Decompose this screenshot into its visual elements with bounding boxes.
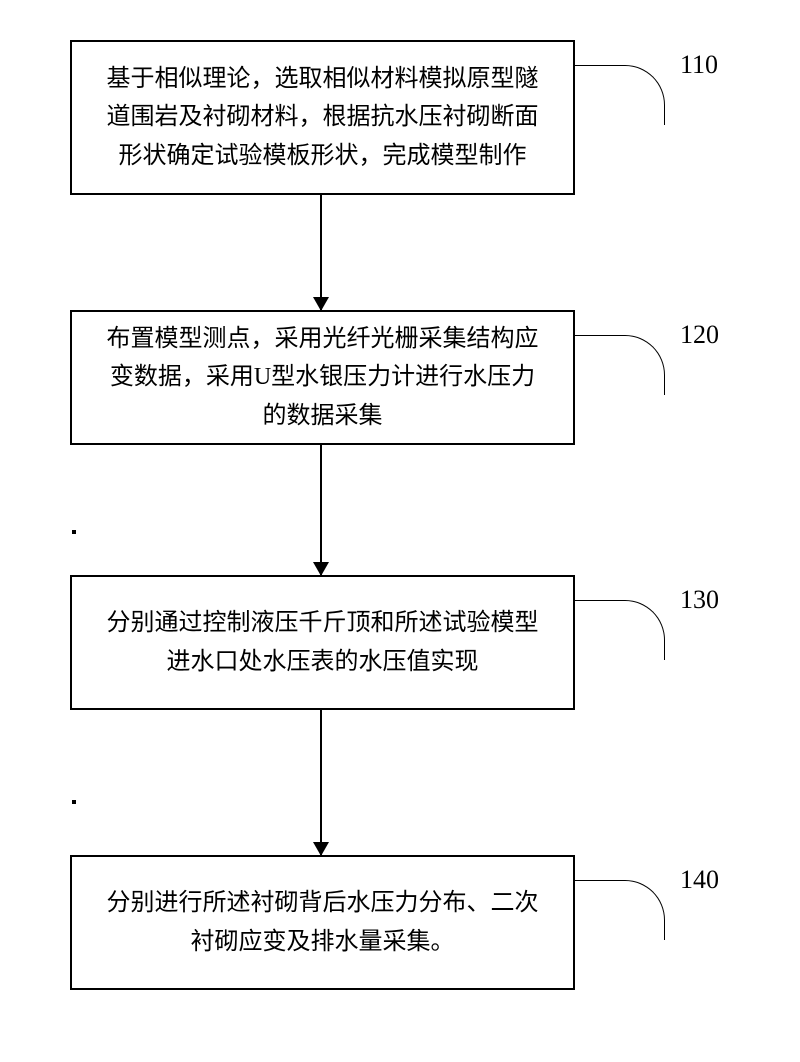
arrowhead-120-130: [313, 562, 329, 576]
connector-line-130: [575, 600, 665, 660]
arrowhead-110-120: [313, 297, 329, 311]
step-text-130: 分别通过控制液压千斤顶和所述试验模型进水口处水压表的水压值实现: [102, 604, 543, 681]
step-box-110: 基于相似理论，选取相似材料模拟原型隧道围岩及衬砌材料，根据抗水压衬砌断面形状确定…: [70, 40, 575, 195]
arrow-130-140: [320, 710, 322, 855]
dot-decoration-1: [72, 530, 76, 534]
step-label-120: 120: [680, 320, 719, 350]
step-label-110: 110: [680, 50, 718, 80]
arrow-120-130: [320, 445, 322, 575]
step-label-130: 130: [680, 585, 719, 615]
step-box-140: 分别进行所述衬砌背后水压力分布、二次衬砌应变及排水量采集。: [70, 855, 575, 990]
flowchart-container: 基于相似理论，选取相似材料模拟原型隧道围岩及衬砌材料，根据抗水压衬砌断面形状确定…: [0, 0, 800, 1062]
step-box-120: 布置模型测点，采用光纤光栅采集结构应变数据，采用U型水银压力计进行水压力的数据采…: [70, 310, 575, 445]
step-text-110: 基于相似理论，选取相似材料模拟原型隧道围岩及衬砌材料，根据抗水压衬砌断面形状确定…: [102, 60, 543, 175]
step-text-120: 布置模型测点，采用光纤光栅采集结构应变数据，采用U型水银压力计进行水压力的数据采…: [102, 320, 543, 435]
dot-decoration-2: [72, 800, 76, 804]
connector-line-120: [575, 335, 665, 395]
step-text-140: 分别进行所述衬砌背后水压力分布、二次衬砌应变及排水量采集。: [102, 884, 543, 961]
arrowhead-130-140: [313, 842, 329, 856]
connector-line-140: [575, 880, 665, 940]
arrow-110-120: [320, 195, 322, 310]
connector-line-110: [575, 65, 665, 125]
step-label-140: 140: [680, 865, 719, 895]
step-box-130: 分别通过控制液压千斤顶和所述试验模型进水口处水压表的水压值实现: [70, 575, 575, 710]
